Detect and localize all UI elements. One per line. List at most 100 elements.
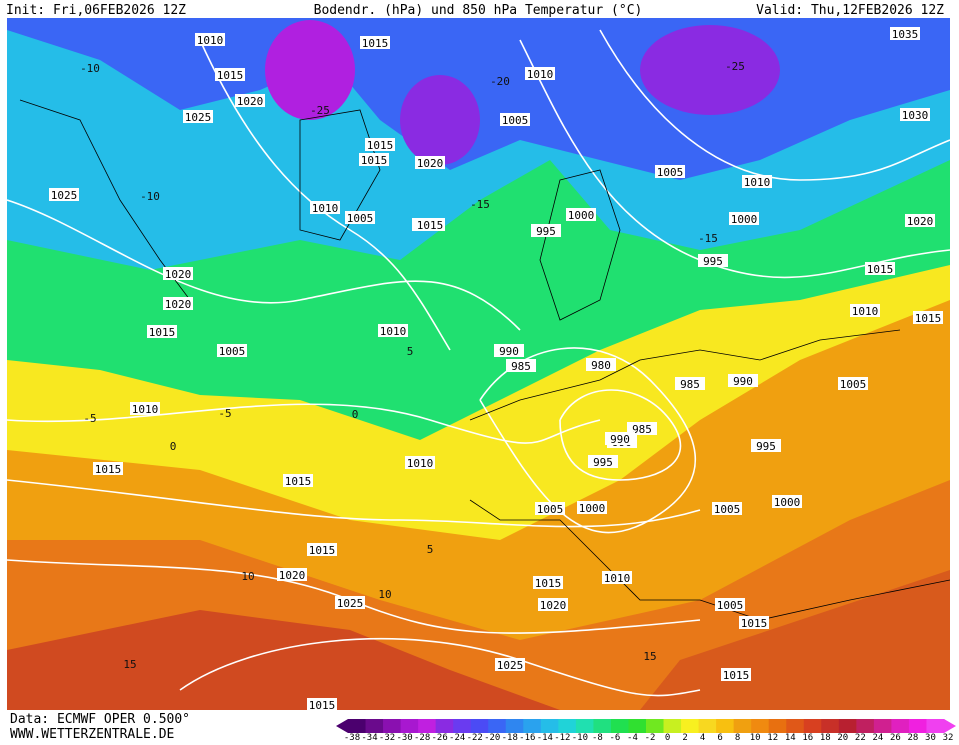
isobar-label-box xyxy=(415,218,445,231)
legend-swatch xyxy=(470,719,489,733)
temperature-label: 5 xyxy=(427,543,434,556)
website: WWW.WETTERZENTRALE.DE xyxy=(10,727,174,741)
legend-swatch xyxy=(926,719,945,733)
legend-swatch xyxy=(453,719,472,733)
legend-tick-label: 22 xyxy=(855,733,866,741)
isobar-label: 985 xyxy=(632,423,652,436)
isobar-label-box xyxy=(602,571,632,584)
isobar-label-box xyxy=(525,67,555,80)
isobar-label: 1015 xyxy=(367,139,394,152)
temperature-label: 10 xyxy=(241,570,254,583)
isobar-label-box xyxy=(586,358,616,371)
temperature-label: 0 xyxy=(352,408,359,421)
isobar-label: 1015 xyxy=(915,312,942,325)
isobar-label-box xyxy=(494,344,524,357)
temperature-label: -15 xyxy=(698,232,718,245)
legend-tick-label: 2 xyxy=(682,733,687,741)
isobar-label-box xyxy=(535,502,565,515)
isobar-label: 1000 xyxy=(774,496,801,509)
isobar-label: 1020 xyxy=(417,157,444,170)
isobar-label-box xyxy=(215,68,245,81)
isobar-label: 995 xyxy=(593,456,613,469)
isobar-label: 1015 xyxy=(217,69,244,82)
isobar-label-box xyxy=(130,402,160,415)
isobar-label: 990 xyxy=(733,375,753,388)
legend-swatch xyxy=(365,719,384,733)
temperature-label: 5 xyxy=(407,345,414,358)
isobar-label-box xyxy=(850,304,880,317)
isobar-label-box xyxy=(365,138,395,151)
isobar-label: 995 xyxy=(756,440,776,453)
legend-swatch xyxy=(610,719,629,733)
legend-tick-label: -16 xyxy=(519,733,535,741)
isobar-label: 1020 xyxy=(237,95,264,108)
legend-swatch xyxy=(383,719,402,733)
legend-tick-label: -38 xyxy=(344,733,360,741)
isobar-label-box xyxy=(913,311,943,324)
isobar-label-box xyxy=(772,495,802,508)
isobar-label-box xyxy=(533,576,563,589)
legend-tick-label: -32 xyxy=(379,733,395,741)
legend-swatch xyxy=(768,719,787,733)
legend-swatch xyxy=(838,719,857,733)
legend-tick-label: 0 xyxy=(665,733,670,741)
isobar-label: 1015 xyxy=(309,699,336,712)
temperature-label: 15 xyxy=(123,658,136,671)
isobar-label-box xyxy=(655,165,685,178)
legend-tick-label: -26 xyxy=(432,733,448,741)
isobar-label: 985 xyxy=(511,360,531,373)
legend-swatch xyxy=(348,719,367,733)
legend-swatch xyxy=(803,719,822,733)
isobar-label-box xyxy=(531,224,561,237)
legend-tick-label: 24 xyxy=(872,733,883,741)
isobar-label: 1005 xyxy=(347,212,374,225)
cold-core xyxy=(265,20,355,120)
isobar-label: 1020 xyxy=(165,268,192,281)
field-red-east xyxy=(640,570,950,710)
isobar-label: 995 xyxy=(703,255,723,268)
isobar-label-box xyxy=(195,33,225,46)
legend-tick-label: 30 xyxy=(925,733,936,741)
isobar-label: 1005 xyxy=(502,114,529,127)
isobar-label-box xyxy=(283,474,313,487)
legend-tick-label: 26 xyxy=(890,733,901,741)
isobar-label-box xyxy=(605,432,635,445)
legend-tick-label: -20 xyxy=(484,733,500,741)
isobar-label-box xyxy=(715,598,745,611)
isobar-label-box xyxy=(415,156,445,169)
isobar-label: 980 xyxy=(591,359,611,372)
isobar-label: 1015 xyxy=(723,669,750,682)
legend-swatch xyxy=(558,719,577,733)
legend-swatch xyxy=(435,719,454,733)
isobar-label-box xyxy=(378,324,408,337)
isobar-label: 1025 xyxy=(497,659,524,672)
isobar-label: 1015 xyxy=(285,475,312,488)
temperature-label: -5 xyxy=(218,407,231,420)
legend-tick-label: 8 xyxy=(735,733,740,741)
legend-swatch xyxy=(856,719,875,733)
isobar-label-box xyxy=(751,439,781,452)
legend-swatch xyxy=(908,719,927,733)
legend-swatch xyxy=(575,719,594,733)
legend-swatch xyxy=(593,719,612,733)
legend-tick-label: -28 xyxy=(414,733,430,741)
map-title: Bodendr. (hPa) und 850 hPa Temperatur (°… xyxy=(314,3,643,18)
legend-tick-label: 12 xyxy=(767,733,778,741)
isobar-label: 995 xyxy=(536,225,556,238)
legend-tick-label: 16 xyxy=(802,733,813,741)
isobar-label: 990 xyxy=(499,345,519,358)
temperature-label: -10 xyxy=(80,62,100,75)
cold-core xyxy=(400,75,480,165)
isobar-label-box xyxy=(235,94,265,107)
isobar-label-box xyxy=(675,377,705,390)
isobars xyxy=(7,29,950,697)
isobar-label-box xyxy=(506,359,536,372)
field-red xyxy=(7,610,560,710)
legend-tick-label: -4 xyxy=(627,733,638,741)
isobar-label: 1025 xyxy=(51,189,78,202)
isobar-label: 1005 xyxy=(714,503,741,516)
isobar-label-box xyxy=(739,616,769,629)
isobar-label-box xyxy=(538,598,568,611)
